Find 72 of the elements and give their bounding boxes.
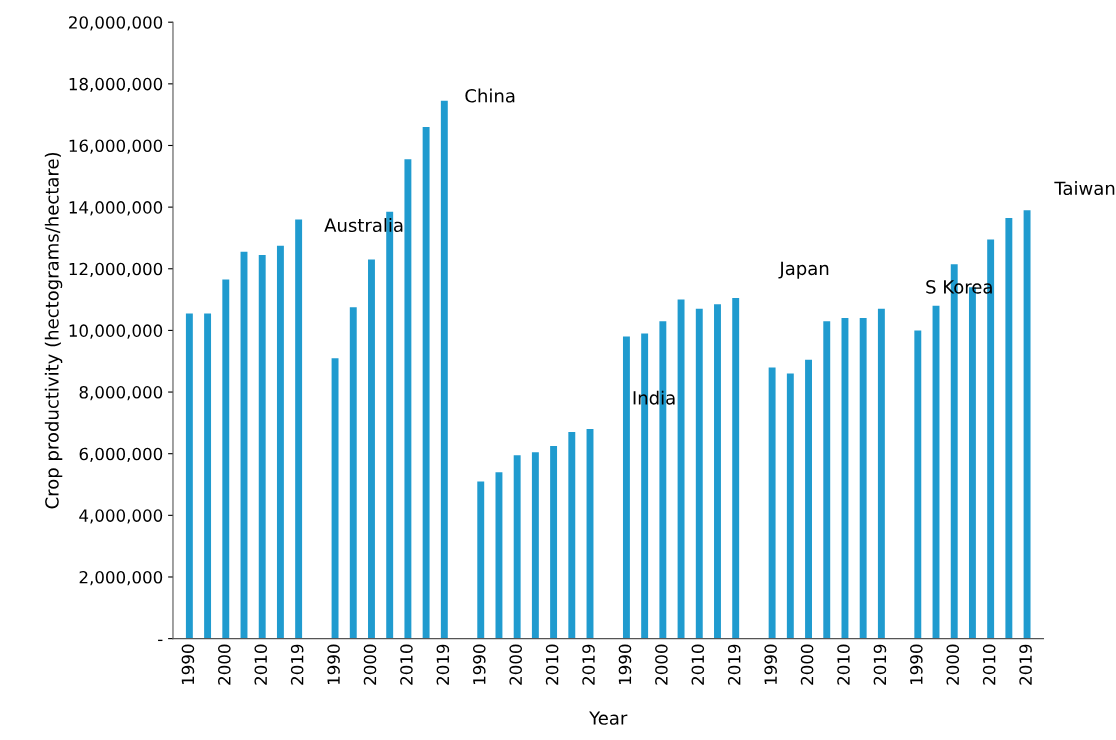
x-tick-label: 2010 xyxy=(254,644,268,685)
x-tick-label: 2010 xyxy=(545,644,559,685)
y-tick-label: 14,000,000 xyxy=(69,201,163,216)
bar xyxy=(349,307,357,639)
annotation: Japan xyxy=(778,261,829,279)
bar xyxy=(440,100,448,639)
bar xyxy=(805,359,812,639)
bar xyxy=(1023,210,1031,639)
x-tick-label: 1990 xyxy=(327,644,340,685)
x-tick-label: 1990 xyxy=(910,644,923,685)
bar xyxy=(568,432,576,639)
bar xyxy=(622,336,630,639)
bar xyxy=(914,330,922,639)
y-tick-label: - xyxy=(158,639,163,642)
x-tick-label: 2000 xyxy=(946,644,960,685)
y-tick-label: 20,000,000 xyxy=(69,16,163,31)
x-tick-label: 2019 xyxy=(873,644,887,685)
y-tick-label: 12,000,000 xyxy=(69,262,163,278)
bar xyxy=(276,245,284,639)
bar xyxy=(714,304,721,639)
bar xyxy=(823,321,831,639)
x-tick-label: 2000 xyxy=(218,644,231,685)
bar xyxy=(877,308,885,639)
x-tick-label: 1990 xyxy=(764,644,777,685)
y-tick-label: 4,000,000 xyxy=(79,509,163,524)
bar xyxy=(786,373,794,639)
x-tick-label: 1990 xyxy=(472,644,486,685)
bar xyxy=(859,318,867,639)
text: Taiwan xyxy=(1054,181,1115,196)
bar xyxy=(1005,217,1013,639)
y-tick-label: 16,000,000 xyxy=(69,139,163,154)
bar xyxy=(531,452,539,639)
bar xyxy=(695,308,703,639)
x-tick-label: 2019 xyxy=(1019,644,1032,685)
bar xyxy=(477,481,485,639)
bar xyxy=(495,472,503,639)
x-tick-label: 2000 xyxy=(800,644,814,685)
bar xyxy=(550,445,558,639)
y-tick-label: 10,000,000 xyxy=(69,324,163,339)
x-tick-label: 2019 xyxy=(436,644,450,685)
y-tick-label: 8,000,000 xyxy=(79,386,163,401)
x-tick-label: 2019 xyxy=(727,644,741,685)
y-tick-label: 18,000,000 xyxy=(69,77,163,93)
bar xyxy=(422,126,430,639)
bar xyxy=(732,298,740,639)
bar xyxy=(222,279,230,639)
bar xyxy=(768,367,776,639)
bar xyxy=(404,159,412,639)
y-tick-label: 6,000,000 xyxy=(79,447,163,462)
x-tick-label: 2000 xyxy=(509,644,522,685)
bar xyxy=(677,299,685,639)
x-tick-label: 2010 xyxy=(837,644,850,685)
bar xyxy=(368,259,375,639)
x-tick-label: 1990 xyxy=(181,644,195,685)
x-tick-label: 2010 xyxy=(400,644,413,685)
x-tick-label: 2019 xyxy=(582,644,595,685)
bar xyxy=(295,219,303,639)
y-axis-title: Crop productivity (hectograms/hectare) xyxy=(44,152,63,509)
y-tick-label: 2,000,000 xyxy=(79,570,163,586)
bar xyxy=(204,313,212,639)
bar xyxy=(331,358,339,639)
annotation: China xyxy=(465,88,515,103)
x-tick-label: 2010 xyxy=(691,644,705,685)
x-axis-title: Year xyxy=(589,711,628,725)
bar xyxy=(513,455,521,639)
bar xyxy=(258,254,266,639)
bar xyxy=(185,313,193,639)
x-tick-label: 2000 xyxy=(655,644,668,685)
x-tick-label: 1990 xyxy=(618,644,632,685)
x-tick-label: 2000 xyxy=(363,644,377,685)
x-tick-label: 2019 xyxy=(290,644,304,685)
x-tick-label: 2010 xyxy=(982,644,996,685)
